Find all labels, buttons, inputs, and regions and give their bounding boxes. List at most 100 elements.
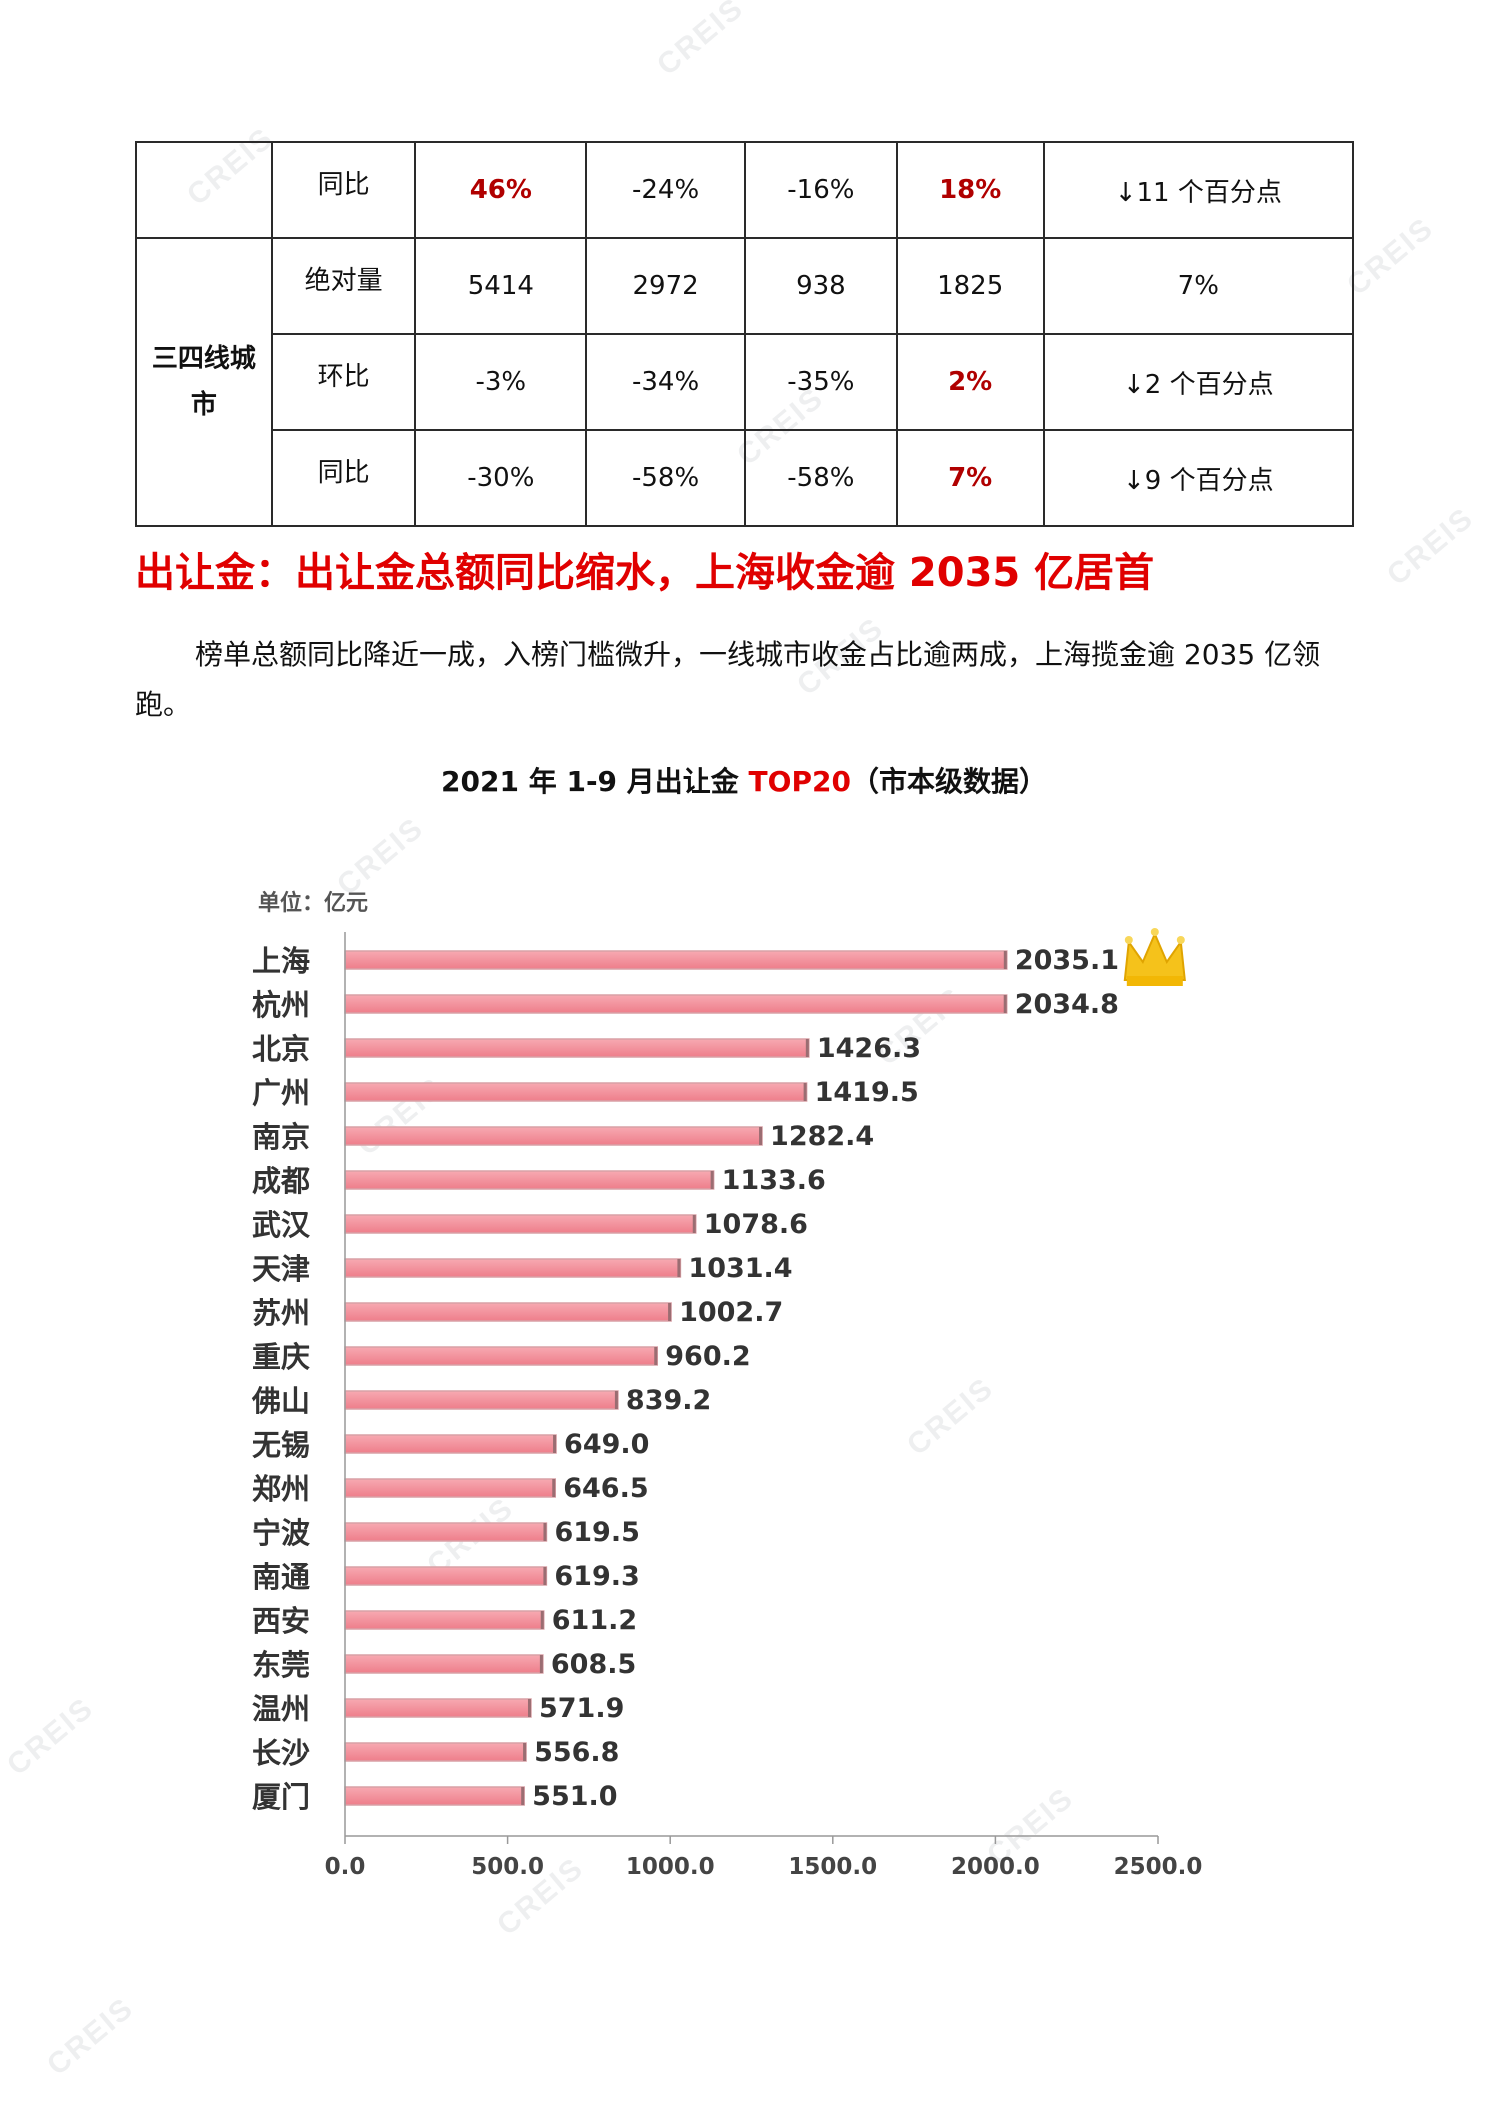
data-label: 1426.3 (817, 1033, 921, 1064)
table-row: 同比 -30% -58% -58% 7% ↓9 个百分点 (136, 429, 1355, 527)
data-label: 571.9 (539, 1693, 624, 1724)
data-label: 619.5 (554, 1517, 639, 1548)
bar (344, 1698, 532, 1718)
category-label: 苏州 (252, 1296, 310, 1330)
metric-cell: 同比 (270, 141, 417, 239)
value-cell: 18% (895, 141, 1045, 239)
watermark: CREIS (650, 0, 751, 82)
unit-label: 单位：亿元 (258, 890, 368, 916)
section-heading: 出让金：出让金总额同比缩水，上海收金逾 2035 亿居首 (135, 550, 1155, 596)
category-label: 杭州 (252, 988, 310, 1022)
bar (344, 1126, 763, 1146)
bar (344, 950, 1008, 970)
bar-end (654, 1347, 658, 1365)
category-label: 北京 (252, 1032, 310, 1066)
data-label: 1031.4 (688, 1253, 792, 1284)
value-cell: -35% (743, 333, 898, 431)
category-label: 南通 (252, 1560, 310, 1594)
chart-title: 2021 年 1-9 月出让金 TOP20（市本级数据） (0, 760, 1488, 800)
bar (344, 994, 1008, 1014)
value-cell: 2% (895, 333, 1045, 431)
category-label: 西安 (252, 1604, 310, 1638)
value-cell: 7% (1042, 237, 1355, 335)
bar (344, 1214, 697, 1234)
watermark: CREIS (1340, 211, 1441, 302)
category-label: 市 (190, 390, 217, 420)
category-label: 成都 (252, 1164, 310, 1198)
bar-end (759, 1127, 763, 1145)
x-tick-label: 2500.0 (1114, 1854, 1203, 1880)
data-label: 608.5 (551, 1649, 636, 1680)
data-label: 1133.6 (722, 1165, 826, 1196)
bar-end (614, 1391, 618, 1409)
value-cell: -3% (414, 333, 588, 431)
bar-end (543, 1567, 547, 1585)
chart-title-prefix: 2021 年 1-9 月出让金 (441, 765, 749, 798)
data-label: 619.3 (554, 1561, 639, 1592)
bar-end (1003, 951, 1007, 969)
crown-band (1126, 976, 1183, 986)
category-label: 广州 (252, 1076, 310, 1110)
value-cell: ↓11 个百分点 (1042, 141, 1355, 239)
table-row: 同比 46% -24% -16% 18% ↓11 个百分点 (135, 141, 1355, 239)
watermark: CREIS (1380, 501, 1481, 592)
data-label: 1419.5 (815, 1077, 919, 1108)
crown-jewel (1176, 936, 1185, 944)
chart-title-highlight: TOP20 (748, 765, 851, 798)
data-label: 1078.6 (704, 1209, 808, 1240)
category-label: 上海 (252, 944, 310, 978)
bar (344, 1302, 672, 1322)
bar-end (523, 1743, 527, 1761)
category-label: 东莞 (252, 1648, 310, 1682)
category-label: 三四线城 (151, 344, 256, 374)
data-label: 649.0 (564, 1429, 649, 1460)
category-label: 武汉 (252, 1208, 311, 1242)
metric-cell: 绝对量 (270, 237, 417, 335)
bar-end (540, 1611, 544, 1629)
bar-end (553, 1435, 557, 1453)
body-paragraph: 榜单总额同比降近一成，入榜门槛微升，一线城市收金占比逾两成，上海揽金逾 2035… (135, 638, 1321, 721)
watermark: CREIS (40, 1991, 141, 2082)
value-cell: 7% (895, 429, 1045, 527)
value-cell: -34% (585, 333, 746, 431)
data-label: 1002.7 (679, 1297, 783, 1328)
category-label: 宁波 (252, 1516, 311, 1550)
value-cell: 938 (743, 237, 898, 335)
bar (344, 1434, 557, 1454)
data-label: 646.5 (563, 1473, 648, 1504)
value-cell: -30% (414, 429, 588, 527)
value-cell: 46% (414, 141, 588, 239)
bar (344, 1390, 619, 1410)
bar (344, 1610, 545, 1630)
bar (344, 1170, 715, 1190)
data-label: 2034.8 (1015, 989, 1119, 1020)
category-label: 天津 (252, 1252, 310, 1286)
x-tick-label: 1000.0 (626, 1854, 715, 1880)
category-label: 重庆 (252, 1340, 310, 1374)
value-cell: ↓2 个百分点 (1042, 333, 1355, 431)
category-label: 温州 (252, 1692, 310, 1726)
bar-end (710, 1171, 714, 1189)
bar (344, 1258, 682, 1278)
bar-end (539, 1655, 543, 1673)
bar (344, 1522, 548, 1542)
value-cell: 5414 (414, 237, 588, 335)
category-label: 无锡 (252, 1428, 310, 1462)
metric-cell: 同比 (270, 429, 417, 527)
bar (344, 1082, 808, 1102)
data-label: 839.2 (626, 1385, 711, 1416)
bar (344, 1038, 810, 1058)
bar-end (552, 1479, 556, 1497)
data-label: 556.8 (534, 1737, 619, 1768)
category-label: 南京 (252, 1120, 310, 1154)
value-cell: -24% (585, 141, 746, 239)
bar (344, 1742, 527, 1762)
bar-end (677, 1259, 681, 1277)
metric-cell: 环比 (270, 333, 417, 431)
bar-end (805, 1039, 809, 1057)
category-cell (135, 141, 273, 239)
bar (344, 1654, 544, 1674)
data-label: 2035.1 (1015, 945, 1119, 976)
